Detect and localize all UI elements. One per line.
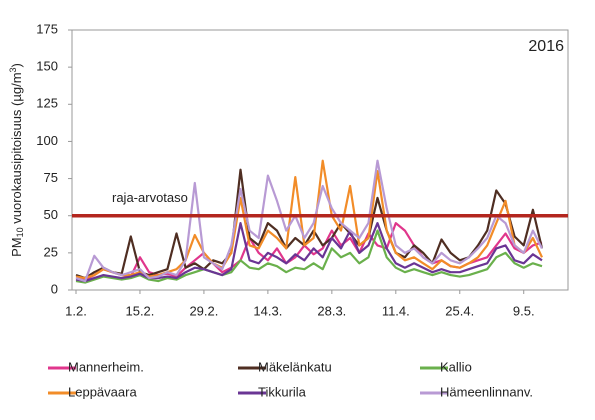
- x-tick-label: 9.5.: [513, 303, 535, 318]
- series-line: [75, 159, 543, 283]
- legend-label: Mannerheim.: [68, 359, 144, 374]
- y-tick-label: 175: [36, 21, 58, 36]
- x-tick-label: 25.4.: [445, 303, 474, 318]
- x-tick-label: 11.4.: [382, 303, 410, 318]
- legend-label: Tikkurila: [258, 384, 307, 399]
- legend-label: Hämeenlinnanv.: [440, 384, 533, 399]
- y-axis-label: PM10 vuorokausipitoisuus (µg/m3): [8, 63, 25, 257]
- x-tick-label: 28.3.: [317, 303, 346, 318]
- x-tick-label: 14.3.: [253, 303, 282, 318]
- plot: 0 25 50 75 100 125 150 175 1.2. 15.2. 29.2. 14.3. 28…: [36, 21, 568, 318]
- series-line: [75, 229, 543, 284]
- x-tick-label: 1.2.: [65, 303, 87, 318]
- y-label-part: ): [9, 63, 24, 67]
- series-line: [75, 168, 544, 280]
- y-tick-label: 125: [36, 96, 58, 111]
- year-label: 2016: [528, 38, 564, 55]
- plot-frame: [71, 29, 569, 291]
- y-label-sub: 10: [15, 227, 25, 237]
- legend: Mannerheim. Mäkelänkatu Kallio Leppävaara Ti…: [48, 359, 533, 399]
- legend-label: Mäkelänkatu: [258, 359, 332, 374]
- y-tick-label: 100: [36, 133, 58, 148]
- x-tick-label: 15.2.: [125, 303, 154, 318]
- y-tick-label: 50: [44, 207, 58, 222]
- legend-label: Leppävaara: [68, 384, 137, 399]
- y-label-part: vuorokausipitoisuus (µg/m: [9, 72, 24, 227]
- y-label-sup: 3: [8, 67, 18, 72]
- limit-label: raja-arvotaso: [112, 190, 188, 205]
- y-tick-label: 150: [36, 59, 58, 74]
- x-tick-label: 29.2.: [189, 303, 218, 318]
- y-tick-label: 25: [44, 244, 58, 259]
- y-tick-label: 0: [51, 281, 58, 296]
- series-line: [75, 159, 543, 280]
- legend-label: Kallio: [440, 359, 472, 374]
- y-label-part: PM: [9, 237, 24, 257]
- year-box: [522, 33, 565, 61]
- y-tick-label: 75: [44, 170, 58, 185]
